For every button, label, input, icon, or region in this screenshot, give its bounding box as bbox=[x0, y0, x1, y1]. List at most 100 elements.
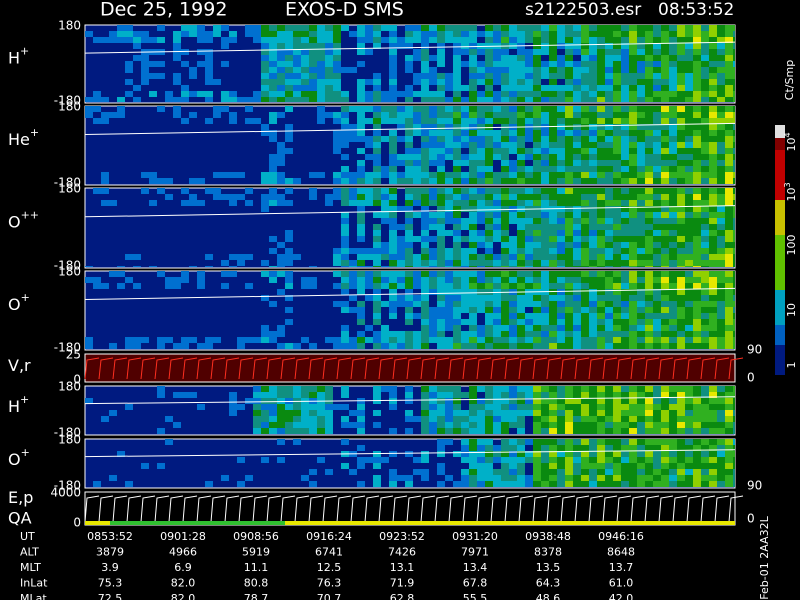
spectrum-cell bbox=[613, 319, 621, 325]
spectrum-cell bbox=[581, 79, 589, 85]
spectrum-cell bbox=[701, 43, 709, 49]
spectrum-cell bbox=[485, 91, 493, 97]
spectrum-cell bbox=[437, 313, 445, 319]
spectrum-cell bbox=[661, 172, 669, 178]
spectrum-cell bbox=[357, 218, 365, 224]
spectrum-cell bbox=[421, 410, 429, 416]
spectrum-cell bbox=[333, 301, 341, 307]
spectrum-cell bbox=[261, 260, 269, 266]
spectrum-cell bbox=[701, 392, 709, 398]
spectrum-cell bbox=[621, 73, 629, 79]
spectrum-cell bbox=[517, 194, 525, 200]
spectrum-cell bbox=[357, 343, 365, 349]
spectrum-cell bbox=[693, 166, 701, 172]
spectrum-cell bbox=[541, 319, 549, 325]
spectrum-cell bbox=[613, 194, 621, 200]
spectrum-cell bbox=[493, 106, 501, 112]
spectrum-cell bbox=[661, 212, 669, 218]
spectrum-cell bbox=[485, 283, 493, 289]
spectrum-cell bbox=[653, 386, 661, 392]
spectrum-cell bbox=[437, 277, 445, 283]
spectrum-cell bbox=[677, 325, 685, 331]
spectrum-cell bbox=[253, 97, 261, 102]
spectrum-cell bbox=[549, 49, 557, 55]
spectrum-cell bbox=[477, 277, 485, 283]
spectrum-cell bbox=[557, 61, 565, 67]
spectrum-cell bbox=[485, 166, 493, 172]
spectrum-cell bbox=[637, 295, 645, 301]
spectrum-cell bbox=[533, 200, 541, 206]
spectrum-cell bbox=[517, 392, 525, 398]
spectrum-cell bbox=[453, 242, 461, 248]
spectrum-cell bbox=[485, 254, 493, 260]
spectrum-cell bbox=[445, 410, 453, 416]
spectrum-cell bbox=[269, 266, 277, 267]
trace-line bbox=[84, 122, 736, 135]
spectrum-cell bbox=[165, 194, 173, 200]
spectrum-cell bbox=[661, 124, 669, 130]
spectrum-cell bbox=[541, 91, 549, 97]
spectrum-cell bbox=[189, 25, 197, 31]
spectrum-cell bbox=[677, 236, 685, 242]
spectrum-cell bbox=[445, 154, 453, 160]
spectrum-cell bbox=[261, 392, 269, 398]
spectrum-cell bbox=[461, 236, 469, 242]
spectrum-cell bbox=[469, 386, 477, 392]
spectrum-cell bbox=[205, 49, 213, 55]
spectrum-cell bbox=[373, 178, 381, 184]
spectrum-cell bbox=[581, 124, 589, 130]
spectrum-cell bbox=[653, 200, 661, 206]
spectrum-cell bbox=[629, 230, 637, 236]
spectrum-cell bbox=[501, 457, 509, 463]
spectrum-cell bbox=[685, 136, 693, 142]
spectrum-cell bbox=[381, 386, 389, 392]
spectrum-cell bbox=[357, 85, 365, 91]
spectrum-cell bbox=[381, 206, 389, 212]
spectrum-cell bbox=[389, 331, 397, 337]
spectrum-cell bbox=[669, 271, 677, 277]
spectrum-cell bbox=[453, 416, 461, 422]
spectrum-cell bbox=[285, 43, 293, 49]
spectrum-cell bbox=[357, 200, 365, 206]
spectrum-cell bbox=[669, 295, 677, 301]
spectrum-cell bbox=[269, 422, 277, 428]
spectrum-cell bbox=[517, 79, 525, 85]
spectrum-cell bbox=[613, 337, 621, 343]
spectrum-cell bbox=[661, 283, 669, 289]
spectrum-cell bbox=[405, 410, 413, 416]
spectrum-cell bbox=[525, 266, 533, 267]
spectrum-cell bbox=[501, 277, 509, 283]
spectrum-cell bbox=[293, 31, 301, 37]
spectrum-cell bbox=[85, 31, 93, 37]
spectrum-cell bbox=[453, 289, 461, 295]
spectrum-cell bbox=[341, 271, 349, 277]
table-cell: 78.7 bbox=[244, 592, 269, 600]
spectrum-cell bbox=[605, 451, 613, 457]
spectrum-cell bbox=[629, 307, 637, 313]
spectrum-cell bbox=[381, 37, 389, 43]
spectrum-cell bbox=[461, 218, 469, 224]
spectrum-cell bbox=[717, 188, 725, 194]
spectrum-cell bbox=[373, 200, 381, 206]
spectrum-cell bbox=[669, 463, 677, 469]
spectrum-cell bbox=[709, 200, 717, 206]
spectrum-cell bbox=[693, 457, 701, 463]
spectrum-cell bbox=[333, 337, 341, 343]
spectrum-cell bbox=[381, 254, 389, 260]
spectrum-cell bbox=[589, 271, 597, 277]
table-cell: 5919 bbox=[242, 546, 270, 559]
spectrum-cell bbox=[653, 124, 661, 130]
spectrum-cell bbox=[597, 212, 605, 218]
spectrum-cell bbox=[565, 55, 573, 61]
label-text: O bbox=[8, 294, 21, 313]
spectrum-cell bbox=[317, 392, 325, 398]
spectrum-cell bbox=[405, 124, 413, 130]
spectrum-cell bbox=[469, 206, 477, 212]
spectrum-cell bbox=[317, 31, 325, 37]
spectrum-cell bbox=[621, 79, 629, 85]
spectrum-cell bbox=[157, 343, 165, 349]
spectrum-cell bbox=[549, 85, 557, 91]
spectrum-cell bbox=[717, 206, 725, 212]
spectrum-cell bbox=[581, 416, 589, 422]
spectrum-cell bbox=[701, 313, 709, 319]
